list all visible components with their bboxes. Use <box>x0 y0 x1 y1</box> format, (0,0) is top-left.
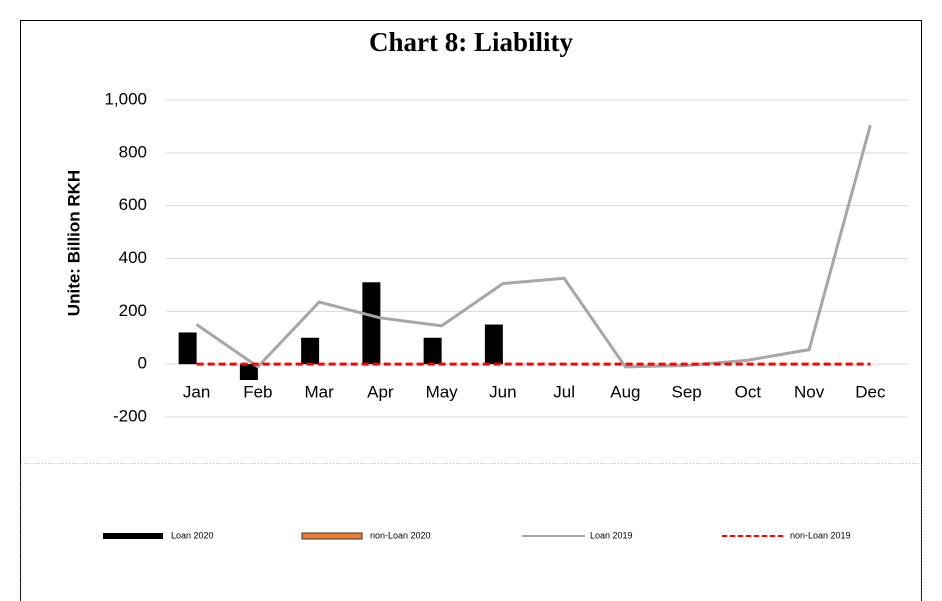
chart-border <box>20 20 922 601</box>
legend-label: non-Loan 2020 <box>370 530 431 540</box>
x-tick-label: Nov <box>794 383 825 402</box>
x-tick-label: Dec <box>855 383 886 402</box>
legend-label: Loan 2019 <box>590 530 633 540</box>
x-tick-label: Oct <box>735 383 762 402</box>
y-tick-label: 600 <box>119 195 147 214</box>
legend-label: Loan 2020 <box>171 530 214 540</box>
bar <box>178 332 197 365</box>
x-tick-label: Sep <box>672 383 702 402</box>
y-tick-label: -200 <box>113 406 147 425</box>
y-tick-label: 0 <box>138 354 147 373</box>
x-tick-label: Jul <box>553 383 575 402</box>
x-tick-label: Apr <box>367 383 394 402</box>
legend-swatch <box>103 533 163 539</box>
bar <box>423 337 442 365</box>
x-tick-label: Jun <box>489 383 516 402</box>
line <box>195 124 872 369</box>
y-tick-label: 400 <box>119 248 147 267</box>
x-tick-label: Feb <box>243 383 272 402</box>
legend-label: non-Loan 2019 <box>790 530 851 540</box>
bar <box>484 324 503 365</box>
legend-swatch <box>301 532 363 540</box>
x-tick-label: Jan <box>183 383 210 402</box>
x-tick-label: Mar <box>304 383 334 402</box>
bar <box>301 337 320 365</box>
y-tick-label: 1,000 <box>104 89 147 108</box>
x-tick-label: May <box>426 383 459 402</box>
legend-box <box>20 463 922 601</box>
y-axis-label: Unite: Billion RKH <box>64 170 83 316</box>
y-tick-label: 800 <box>119 142 147 161</box>
x-tick-label: Aug <box>610 383 640 402</box>
bar <box>362 282 381 365</box>
chart-title: Chart 8: Liability <box>369 27 574 57</box>
bar <box>239 364 258 381</box>
y-tick-label: 200 <box>119 301 147 320</box>
